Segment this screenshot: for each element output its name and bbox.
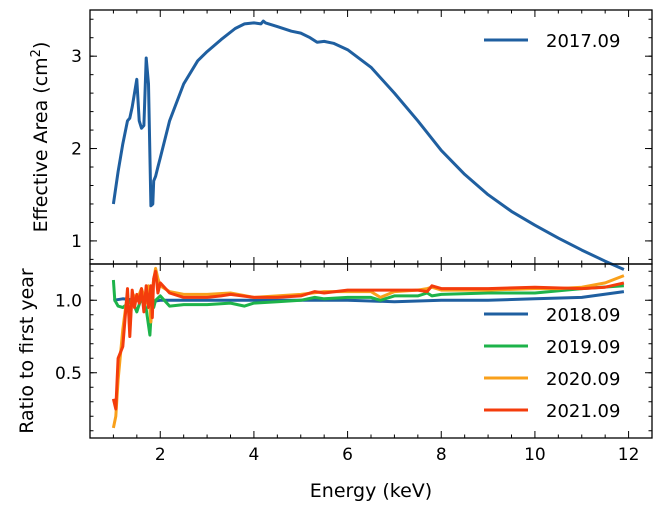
bottom-y-axis-title: Ratio to first year xyxy=(16,268,38,434)
y-tick-label: 1 xyxy=(71,232,82,252)
top-legend: 2017.09 xyxy=(484,31,620,52)
legend-label-2020.09: 2020.09 xyxy=(546,369,620,390)
ratio-panel: 0.5 1.0 2 4 6 8 10 12 Ratio to first year Energ… xyxy=(16,263,653,502)
x-tick-label: 12 xyxy=(618,445,640,465)
bottom-axis-ticks: 0.5 1.0 2 4 6 8 10 12 xyxy=(55,264,653,465)
effective-area-panel: 1 2 3 Effective Area (cm2) 2017.09 xyxy=(29,9,653,271)
series-line-2021.09 xyxy=(111,269,625,411)
x-tick-label: 6 xyxy=(342,445,353,465)
y-tick-label: 1.0 xyxy=(55,291,82,311)
y-tick-label: 2 xyxy=(71,140,82,160)
x-tick-label: 8 xyxy=(436,445,447,465)
legend-label-2019.09: 2019.09 xyxy=(546,337,620,358)
top-axis-ticks: 1 2 3 xyxy=(71,10,653,264)
x-tick-label: 2 xyxy=(155,445,166,465)
x-tick-label: 4 xyxy=(249,445,260,465)
x-tick-label: 10 xyxy=(524,445,546,465)
top-series-lines xyxy=(111,19,625,271)
series-line-2017.09 xyxy=(111,19,625,271)
legend-label-2018.09: 2018.09 xyxy=(546,305,620,326)
y-tick-label: 0.5 xyxy=(55,364,82,384)
legend-label-2017.09: 2017.09 xyxy=(546,31,620,52)
bottom-series-lines xyxy=(111,266,625,429)
x-axis-title: Energy (keV) xyxy=(310,480,432,502)
bottom-legend: 2018.09 2019.09 2020.09 2021.09 xyxy=(484,305,620,422)
top-y-axis-title: Effective Area (cm2) xyxy=(29,42,52,233)
y-tick-label: 3 xyxy=(71,47,82,67)
legend-label-2021.09: 2021.09 xyxy=(546,401,620,422)
